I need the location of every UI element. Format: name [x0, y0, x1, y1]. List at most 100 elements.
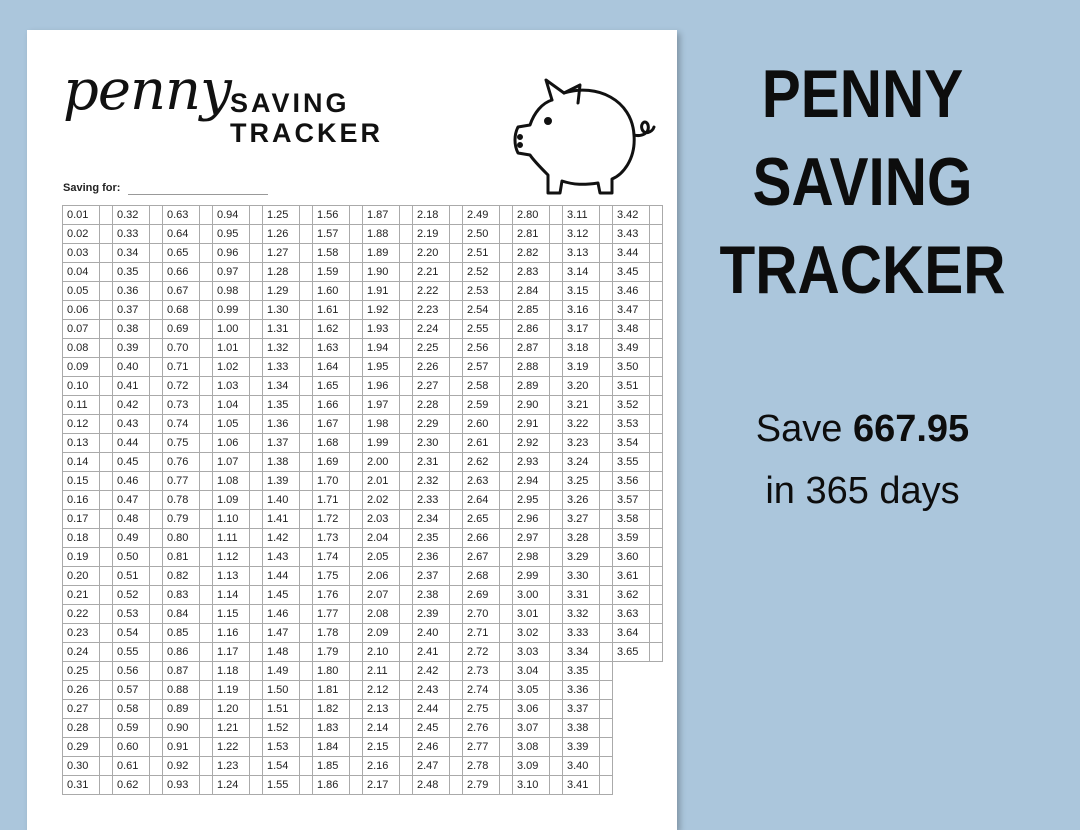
- checkbox-cell[interactable]: [299, 319, 313, 339]
- checkbox-cell[interactable]: [549, 718, 563, 738]
- checkbox-cell[interactable]: [299, 756, 313, 776]
- checkbox-cell[interactable]: [249, 205, 263, 225]
- checkbox-cell[interactable]: [649, 243, 663, 263]
- checkbox-cell[interactable]: [249, 661, 263, 681]
- checkbox-cell[interactable]: [99, 547, 113, 567]
- checkbox-cell[interactable]: [649, 547, 663, 567]
- checkbox-cell[interactable]: [99, 357, 113, 377]
- checkbox-cell[interactable]: [299, 528, 313, 548]
- checkbox-cell[interactable]: [399, 661, 413, 681]
- checkbox-cell[interactable]: [649, 281, 663, 301]
- checkbox-cell[interactable]: [399, 414, 413, 434]
- checkbox-cell[interactable]: [199, 718, 213, 738]
- checkbox-cell[interactable]: [649, 566, 663, 586]
- checkbox-cell[interactable]: [349, 433, 363, 453]
- checkbox-cell[interactable]: [449, 319, 463, 339]
- checkbox-cell[interactable]: [149, 718, 163, 738]
- checkbox-cell[interactable]: [549, 376, 563, 396]
- checkbox-cell[interactable]: [399, 224, 413, 244]
- checkbox-cell[interactable]: [499, 566, 513, 586]
- checkbox-cell[interactable]: [99, 718, 113, 738]
- checkbox-cell[interactable]: [599, 262, 613, 282]
- checkbox-cell[interactable]: [349, 585, 363, 605]
- checkbox-cell[interactable]: [249, 433, 263, 453]
- checkbox-cell[interactable]: [249, 718, 263, 738]
- checkbox-cell[interactable]: [549, 623, 563, 643]
- checkbox-cell[interactable]: [149, 433, 163, 453]
- checkbox-cell[interactable]: [199, 756, 213, 776]
- checkbox-cell[interactable]: [199, 737, 213, 757]
- checkbox-cell[interactable]: [599, 509, 613, 529]
- checkbox-cell[interactable]: [599, 205, 613, 225]
- checkbox-cell[interactable]: [199, 509, 213, 529]
- checkbox-cell[interactable]: [249, 528, 263, 548]
- checkbox-cell[interactable]: [399, 319, 413, 339]
- checkbox-cell[interactable]: [499, 471, 513, 491]
- checkbox-cell[interactable]: [149, 623, 163, 643]
- checkbox-cell[interactable]: [499, 357, 513, 377]
- checkbox-cell[interactable]: [149, 205, 163, 225]
- checkbox-cell[interactable]: [449, 528, 463, 548]
- checkbox-cell[interactable]: [649, 205, 663, 225]
- checkbox-cell[interactable]: [99, 205, 113, 225]
- checkbox-cell[interactable]: [549, 528, 563, 548]
- checkbox-cell[interactable]: [149, 585, 163, 605]
- checkbox-cell[interactable]: [499, 281, 513, 301]
- checkbox-cell[interactable]: [99, 224, 113, 244]
- checkbox-cell[interactable]: [249, 300, 263, 320]
- checkbox-cell[interactable]: [349, 718, 363, 738]
- checkbox-cell[interactable]: [299, 680, 313, 700]
- checkbox-cell[interactable]: [249, 775, 263, 795]
- checkbox-cell[interactable]: [299, 509, 313, 529]
- checkbox-cell[interactable]: [249, 338, 263, 358]
- checkbox-cell[interactable]: [149, 490, 163, 510]
- checkbox-cell[interactable]: [99, 376, 113, 396]
- checkbox-cell[interactable]: [199, 604, 213, 624]
- checkbox-cell[interactable]: [99, 490, 113, 510]
- checkbox-cell[interactable]: [549, 509, 563, 529]
- checkbox-cell[interactable]: [349, 566, 363, 586]
- checkbox-cell[interactable]: [499, 718, 513, 738]
- checkbox-cell[interactable]: [99, 661, 113, 681]
- checkbox-cell[interactable]: [399, 547, 413, 567]
- checkbox-cell[interactable]: [399, 642, 413, 662]
- checkbox-cell[interactable]: [449, 680, 463, 700]
- checkbox-cell[interactable]: [249, 566, 263, 586]
- checkbox-cell[interactable]: [149, 414, 163, 434]
- checkbox-cell[interactable]: [549, 395, 563, 415]
- checkbox-cell[interactable]: [149, 604, 163, 624]
- checkbox-cell[interactable]: [99, 433, 113, 453]
- checkbox-cell[interactable]: [299, 604, 313, 624]
- checkbox-cell[interactable]: [249, 414, 263, 434]
- checkbox-cell[interactable]: [399, 205, 413, 225]
- checkbox-cell[interactable]: [599, 376, 613, 396]
- checkbox-cell[interactable]: [399, 357, 413, 377]
- checkbox-cell[interactable]: [399, 585, 413, 605]
- checkbox-cell[interactable]: [649, 395, 663, 415]
- checkbox-cell[interactable]: [199, 262, 213, 282]
- checkbox-cell[interactable]: [649, 319, 663, 339]
- checkbox-cell[interactable]: [399, 433, 413, 453]
- checkbox-cell[interactable]: [399, 471, 413, 491]
- checkbox-cell[interactable]: [149, 528, 163, 548]
- checkbox-cell[interactable]: [249, 756, 263, 776]
- checkbox-cell[interactable]: [149, 642, 163, 662]
- checkbox-cell[interactable]: [449, 623, 463, 643]
- checkbox-cell[interactable]: [499, 775, 513, 795]
- checkbox-cell[interactable]: [599, 566, 613, 586]
- checkbox-cell[interactable]: [249, 281, 263, 301]
- checkbox-cell[interactable]: [199, 528, 213, 548]
- checkbox-cell[interactable]: [649, 224, 663, 244]
- checkbox-cell[interactable]: [499, 376, 513, 396]
- checkbox-cell[interactable]: [99, 756, 113, 776]
- checkbox-cell[interactable]: [399, 490, 413, 510]
- checkbox-cell[interactable]: [549, 414, 563, 434]
- checkbox-cell[interactable]: [599, 319, 613, 339]
- checkbox-cell[interactable]: [349, 357, 363, 377]
- checkbox-cell[interactable]: [399, 604, 413, 624]
- checkbox-cell[interactable]: [449, 699, 463, 719]
- checkbox-cell[interactable]: [349, 319, 363, 339]
- checkbox-cell[interactable]: [149, 737, 163, 757]
- checkbox-cell[interactable]: [599, 699, 613, 719]
- checkbox-cell[interactable]: [499, 509, 513, 529]
